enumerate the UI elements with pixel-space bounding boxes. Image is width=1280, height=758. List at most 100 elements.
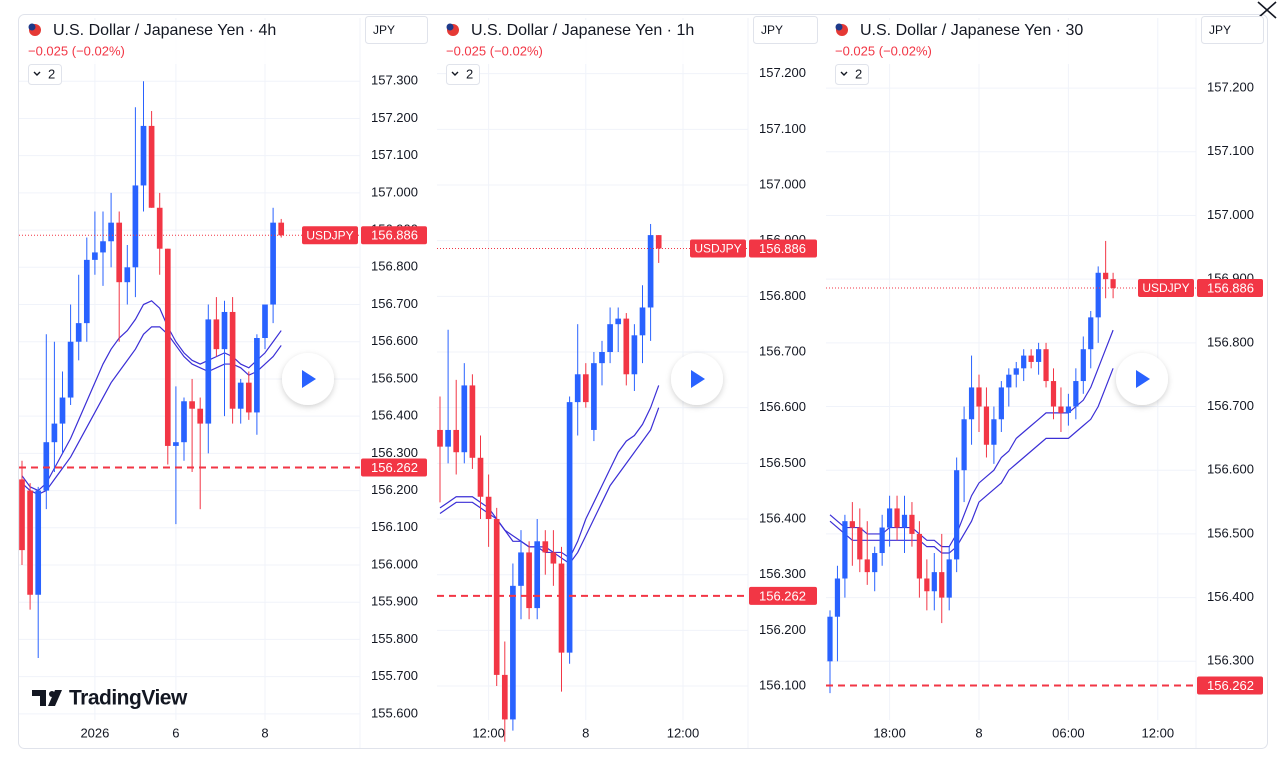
y-tick-label: 156.800 <box>759 288 806 303</box>
indicators-button[interactable] <box>835 64 869 85</box>
y-tick-label: 156.300 <box>1207 653 1254 668</box>
x-tick-label: 8 <box>261 725 268 740</box>
play-button[interactable] <box>671 353 723 405</box>
candle-body <box>558 563 565 653</box>
candle-body <box>1043 349 1049 382</box>
indicators-button[interactable] <box>446 64 480 85</box>
y-tick-label: 156.800 <box>1207 334 1254 349</box>
candle-body <box>615 318 622 325</box>
candle-body <box>1103 272 1109 280</box>
candle-body <box>991 419 997 445</box>
indicators-button[interactable] <box>28 64 62 85</box>
y-tick-label: 157.100 <box>1207 143 1254 158</box>
candle-body <box>245 382 252 413</box>
moving-average-line <box>21 300 282 492</box>
candle-body <box>189 401 195 409</box>
y-tick-label: 156.600 <box>759 399 806 414</box>
legend-bg <box>23 20 293 64</box>
currency-box[interactable] <box>753 16 818 44</box>
candle-body <box>872 553 878 573</box>
candle-body <box>1095 272 1101 318</box>
candle-body <box>1028 355 1034 362</box>
chevron-icon <box>840 71 848 76</box>
x-tick-label: 12:00 <box>472 725 505 740</box>
y-tick-label: 156.200 <box>759 622 806 637</box>
y-tick-label: 155.900 <box>371 594 418 609</box>
candle-body <box>469 385 476 458</box>
currency-box[interactable] <box>1201 16 1264 44</box>
candle-body <box>270 222 276 305</box>
price-label-bg <box>361 458 427 477</box>
candle-body <box>1065 406 1072 413</box>
chart-title: U.S. Dollar / Japanese Yen · 30 <box>860 22 1083 39</box>
price-label-bg <box>361 226 427 245</box>
y-tick-label: 155.700 <box>371 668 418 683</box>
candle-body <box>59 397 66 424</box>
candle-body <box>842 521 848 579</box>
x-tick-label: 18:00 <box>873 725 906 740</box>
candle-body <box>164 248 171 446</box>
candle-body <box>599 352 605 364</box>
price-change: −0.025 (−0.02%) <box>835 43 932 58</box>
candle-body <box>879 527 885 554</box>
candle-body <box>639 307 646 336</box>
x-tick-label: 06:00 <box>1052 725 1085 740</box>
candle-body <box>849 521 855 528</box>
candle-body <box>27 490 33 595</box>
y-tick-label: 156.800 <box>371 259 418 274</box>
indicators-toggle[interactable]: 2 <box>446 64 480 85</box>
symbol-label-bg <box>1138 279 1194 298</box>
symbol-label-bg <box>690 239 746 258</box>
candle-body <box>1080 349 1086 382</box>
y-tick-label: 156.200 <box>371 482 418 497</box>
candle-body <box>582 374 589 403</box>
indicators-toggle[interactable]: 2 <box>28 64 62 85</box>
chart-panel: 155.600 155.700 155.800 155.900 156.000 156.1… <box>19 16 428 748</box>
play-button[interactable] <box>1116 353 1168 405</box>
flag-icon <box>835 23 848 36</box>
candle-body <box>954 470 960 560</box>
candle-body <box>909 514 915 534</box>
indicators-count: 2 <box>855 66 862 81</box>
moving-average-line <box>21 326 282 495</box>
candle-body <box>526 552 532 609</box>
candle-body <box>983 406 990 445</box>
flag-blue <box>835 23 843 31</box>
y-tick-label: 157.100 <box>371 147 418 162</box>
candle-body <box>961 419 967 471</box>
candle-body <box>607 324 613 353</box>
candle-body <box>864 559 870 573</box>
candle-body <box>156 207 163 249</box>
price-label: 156.886 <box>759 241 806 256</box>
candle-body <box>857 527 863 560</box>
currency-box[interactable] <box>365 16 428 44</box>
candle-body <box>1088 317 1094 350</box>
candle-body <box>931 572 937 592</box>
chart-panel: 156.100 156.200 156.300 156.400 156.500 156.6… <box>437 16 818 748</box>
play-icon <box>302 370 316 388</box>
price-label-bg <box>749 239 817 258</box>
y-tick-label: 157.200 <box>1207 80 1254 95</box>
y-tick-label: 157.100 <box>759 121 806 136</box>
close-button[interactable] <box>1257 1 1277 19</box>
candle-body <box>574 374 581 403</box>
y-tick-label: 155.600 <box>371 705 418 720</box>
candle-body <box>550 552 557 564</box>
candle-body <box>1073 381 1079 407</box>
play-icon <box>691 370 705 388</box>
candle-body <box>278 222 285 236</box>
play-button[interactable] <box>282 353 334 405</box>
candle-body <box>647 235 654 308</box>
y-tick-label: 156.700 <box>371 296 418 311</box>
candle-body <box>924 578 930 592</box>
symbol-label: USDJPY <box>306 228 353 242</box>
candle-body <box>485 496 492 520</box>
price-change: −0.025 (−0.02%) <box>28 43 125 58</box>
chevron-icon <box>33 71 41 76</box>
candle-body <box>1021 355 1027 369</box>
y-tick-label: 156.400 <box>759 510 806 525</box>
y-tick-label: 156.500 <box>1207 525 1254 540</box>
y-tick-label: 157.200 <box>371 110 418 125</box>
indicators-toggle[interactable]: 2 <box>835 64 869 85</box>
